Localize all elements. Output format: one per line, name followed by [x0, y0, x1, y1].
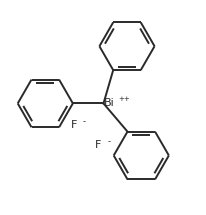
Text: ++: ++	[118, 96, 129, 102]
Text: -: -	[82, 117, 85, 126]
Text: F: F	[70, 120, 77, 130]
Text: -: -	[107, 137, 110, 146]
Text: F: F	[95, 140, 101, 150]
Text: Bi: Bi	[103, 98, 114, 108]
